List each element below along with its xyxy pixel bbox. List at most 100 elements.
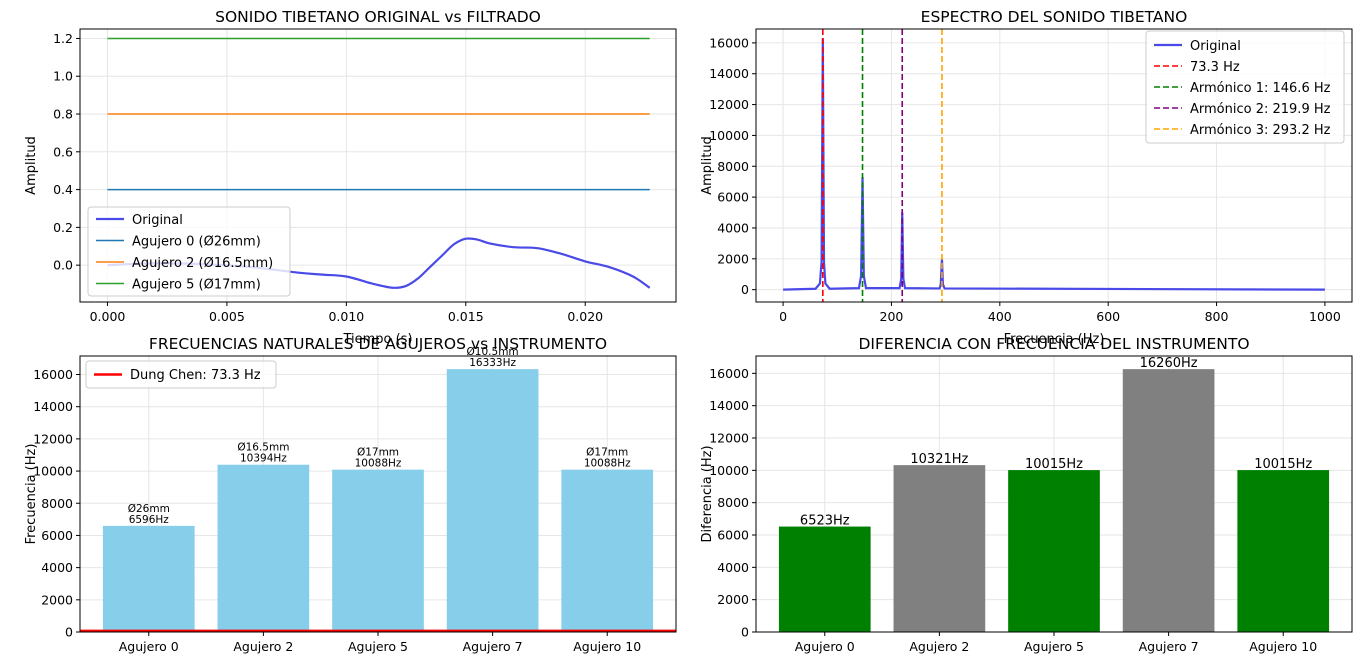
spectrum-panel: 0 2000 4000 6000 8000 10000 12000 14000 16000 0 20… — [700, 8, 1353, 347]
y-tick-label: 14000 — [709, 398, 749, 413]
x-tick-label: Agujero 5 — [348, 639, 408, 654]
x-tick-label: 400 — [988, 309, 1012, 324]
y-tick-label: 8000 — [41, 496, 73, 511]
natural-frequencies-panel: Ø26mm6596HzØ16.5mm10394HzØ17mm10088HzØ10… — [24, 335, 677, 654]
y-tick-label: 4000 — [717, 560, 749, 575]
bar-diameter-label: Ø17mm — [586, 447, 628, 459]
legend-entry: Original — [132, 213, 183, 228]
bar-0 — [778, 526, 871, 632]
y-tick-label: 10000 — [709, 128, 749, 143]
y-axis-label: Amplitud — [700, 136, 715, 195]
bar-2 — [332, 469, 424, 632]
x-tick-label: 0.005 — [209, 309, 245, 324]
y-tick-label: 4000 — [41, 560, 73, 575]
time-domain-panel: 0.0 0.2 0.4 0.6 0.8 1.0 1.2 0.000 0.005 0.010 0.01… — [24, 8, 677, 347]
y-tick-label: 14000 — [709, 66, 749, 81]
bar-3 — [446, 369, 539, 632]
y-tick-label: 2000 — [41, 592, 73, 607]
bar-diameter-label: Ø26mm — [128, 503, 170, 515]
y-tick-label: 14000 — [33, 399, 73, 414]
legend-box — [85, 360, 277, 389]
x-tick-label: Agujero 5 — [1024, 639, 1084, 654]
legend-entry: Dung Chen: 73.3 Hz — [130, 368, 261, 383]
y-tick-label: 8000 — [717, 159, 749, 174]
y-tick-label: 12000 — [709, 97, 749, 112]
y-tick-label: 8000 — [717, 495, 749, 510]
y-tick-label: 16000 — [709, 366, 749, 381]
y-tick-label: 0.6 — [53, 144, 73, 159]
x-tick-label: Agujero 7 — [1139, 639, 1199, 654]
bar-frequency-label: 16333Hz — [469, 357, 516, 369]
chart-title: ESPECTRO DEL SONIDO TIBETANO — [921, 8, 1188, 26]
y-tick-label: 0.4 — [53, 182, 73, 197]
legend-entry: Armónico 2: 219.9 Hz — [1190, 102, 1331, 117]
chart-title: SONIDO TIBETANO ORIGINAL vs FILTRADO — [215, 8, 541, 26]
y-tick-label: 1.2 — [53, 31, 73, 46]
x-tick-label: Agujero 0 — [119, 639, 179, 654]
y-tick-label: 6000 — [717, 528, 749, 543]
x-axis-label: Tiempo (s) — [342, 332, 412, 347]
y-tick-label: 0.0 — [53, 258, 73, 273]
chart-title: DIFERENCIA CON FRECUENCIA DEL INSTRUMENT… — [858, 335, 1249, 353]
y-tick-label: 2000 — [717, 592, 749, 607]
y-tick-label: 1.0 — [53, 69, 73, 84]
bar-frequency-label: 10394Hz — [240, 453, 287, 465]
bar-3 — [1122, 369, 1215, 632]
x-tick-label: 0.000 — [90, 309, 126, 324]
y-tick-label: 16000 — [709, 35, 749, 50]
y-tick-label: 6000 — [41, 528, 73, 543]
bar-frequency-label: 6596Hz — [129, 514, 170, 526]
x-tick-label: Agujero 7 — [463, 639, 523, 654]
legend: Dung Chen: 73.3 Hz — [85, 360, 277, 389]
x-tick-label: 800 — [1205, 309, 1229, 324]
chart-title: FRECUENCIAS NATURALES DE AGUJEROS vs INS… — [149, 335, 607, 353]
difference-panel: 6523Hz 10321Hz 10015Hz 16260Hz 10015Hz 0 2000… — [700, 335, 1353, 654]
legend-entry: 73.3 Hz — [1190, 60, 1240, 75]
bar-2 — [1008, 470, 1100, 632]
legend-box — [87, 206, 291, 297]
y-tick-label: 10000 — [709, 463, 749, 478]
bar-0 — [102, 525, 195, 632]
x-axis-label: Frecuencia (Hz) — [1004, 332, 1105, 347]
legend-entry: Armónico 1: 146.6 Hz — [1190, 81, 1331, 96]
legend-box — [1145, 30, 1345, 144]
y-axis-label: Frecuencia (Hz) — [24, 444, 39, 545]
x-tick-label: 0.020 — [567, 309, 603, 324]
x-tick-label: 1000 — [1309, 309, 1341, 324]
y-axis-label: Amplitud — [24, 136, 39, 195]
bar-diameter-label: Ø10.5mm — [467, 346, 519, 358]
x-tick-label: Agujero 10 — [1249, 639, 1317, 654]
bar-1 — [893, 465, 986, 632]
y-tick-label: 4000 — [717, 220, 749, 235]
y-axis-label: Diferencia (Hz) — [700, 445, 715, 542]
y-tick-label: 0 — [741, 625, 749, 640]
x-tick-label: Agujero 2 — [233, 639, 293, 654]
bar-1 — [217, 464, 310, 632]
bar-4 — [561, 469, 654, 632]
bar-value-label: 10015Hz — [1254, 457, 1312, 472]
legend-entry: Agujero 5 (Ø17mm) — [132, 278, 261, 293]
x-tick-label: 600 — [1096, 309, 1120, 324]
x-tick-label: Agujero 2 — [909, 639, 969, 654]
x-tick-label: 200 — [880, 309, 904, 324]
bar-value-label: 10015Hz — [1025, 457, 1083, 472]
y-tick-label: 6000 — [717, 190, 749, 205]
legend: Original Agujero 0 (Ø26mm) Agujero 2 (Ø16.… — [87, 206, 291, 297]
bar-frequency-label: 10088Hz — [355, 458, 402, 470]
x-tick-label: 0.010 — [328, 309, 364, 324]
bar-diameter-label: Ø16.5mm — [237, 442, 289, 454]
bar-frequency-label: 10088Hz — [584, 458, 631, 470]
bar-diameter-label: Ø17mm — [357, 447, 399, 459]
y-tick-label: 10000 — [33, 464, 73, 479]
x-tick-label: Agujero 0 — [795, 639, 855, 654]
y-tick-label: 0.2 — [53, 220, 73, 235]
legend-entry: Agujero 0 (Ø26mm) — [132, 235, 261, 250]
legend-entry: Armónico 3: 293.2 Hz — [1190, 123, 1331, 138]
y-tick-label: 12000 — [709, 431, 749, 446]
y-tick-label: 0 — [65, 625, 73, 640]
bar-value-label: 16260Hz — [1140, 356, 1198, 371]
series-line-0 — [107, 237, 651, 289]
y-tick-label: 16000 — [33, 367, 73, 382]
y-tick-label: 2000 — [717, 251, 749, 266]
